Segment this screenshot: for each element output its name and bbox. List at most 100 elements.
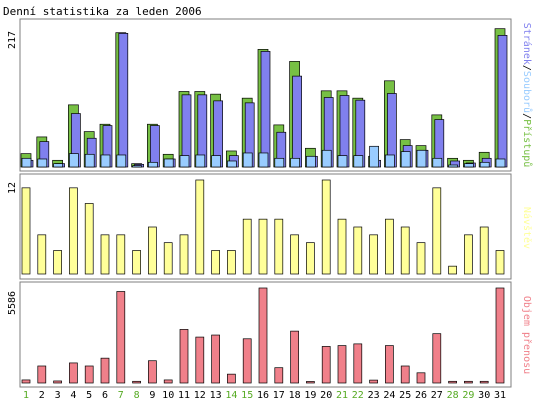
bar-visits-day-2: [37, 234, 47, 275]
bar-volume-day-19: [306, 381, 315, 384]
bar-volume-day-12: [195, 336, 205, 384]
bar-pages-day-7: [118, 33, 129, 168]
bar-pages-day-31: [497, 35, 508, 168]
bar-volume-day-2: [37, 365, 47, 384]
bar-visits-day-1: [21, 187, 31, 275]
day-label-2: 2: [39, 390, 45, 401]
bar-files-day-30: [479, 161, 490, 168]
volume-legend: Objem přenosu: [521, 296, 533, 374]
day-label-3: 3: [55, 390, 61, 401]
bar-visits-day-7: [116, 234, 126, 275]
bar-files-day-18: [290, 157, 300, 168]
day-label-20: 20: [320, 390, 332, 401]
bar-files-day-6: [100, 154, 111, 168]
bar-volume-day-14: [227, 373, 236, 384]
bar-files-day-27: [432, 157, 443, 168]
bar-visits-day-21: [337, 218, 347, 275]
bar-volume-day-6: [100, 357, 110, 384]
day-label-10: 10: [162, 390, 174, 401]
bar-visits-day-24: [385, 218, 394, 275]
bar-visits-day-30: [479, 226, 489, 275]
bar-files-day-1: [21, 157, 32, 168]
day-label-5: 5: [86, 390, 92, 401]
day-label-31: 31: [494, 390, 506, 401]
bar-files-day-19: [306, 155, 316, 168]
bar-pages-day-18: [292, 75, 302, 168]
day-label-18: 18: [289, 390, 301, 401]
legend-text-0: Stránek/Souborů/Přístupů: [521, 23, 533, 168]
bar-visits-day-3: [53, 250, 62, 275]
bar-visits-day-17: [274, 218, 284, 275]
day-label-1: 1: [23, 390, 29, 401]
bar-visits-day-13: [211, 250, 220, 275]
day-label-29: 29: [462, 390, 474, 401]
bar-files-day-29: [464, 163, 474, 168]
bar-visits-day-19: [306, 242, 315, 275]
bar-files-day-22: [353, 155, 364, 168]
bar-volume-day-17: [274, 367, 284, 384]
bar-volume-day-24: [385, 345, 394, 384]
bar-volume-day-13: [211, 334, 220, 384]
bar-volume-day-27: [432, 333, 442, 384]
hits-panel: 217 Stránek/Souborů/Přístupů: [7, 18, 533, 172]
bar-files-day-12: [195, 154, 206, 168]
bar-visits-day-6: [100, 234, 110, 275]
bar-files-day-21: [337, 155, 348, 168]
visits-bars: [21, 179, 505, 275]
bar-files-day-17: [274, 157, 285, 168]
bar-pages-day-16: [260, 51, 271, 168]
bar-visits-day-18: [290, 234, 299, 275]
bar-visits-day-31: [495, 250, 505, 275]
day-label-27: 27: [431, 390, 443, 401]
day-label-13: 13: [210, 390, 222, 401]
legend-part-2-0: Objem přenosu: [521, 296, 533, 374]
bar-files-day-25: [400, 151, 411, 168]
bar-volume-day-5: [84, 365, 94, 384]
bar-files-day-13: [211, 155, 221, 168]
volume-bars: [21, 287, 505, 384]
volume-panel: 5586 Objem přenosu: [7, 281, 533, 388]
day-label-30: 30: [478, 390, 490, 401]
bar-visits-day-9: [148, 226, 157, 275]
bar-visits-day-25: [400, 226, 410, 275]
bar-files-day-7: [116, 154, 127, 168]
bar-files-day-10: [163, 158, 174, 168]
bar-visits-day-12: [195, 179, 205, 275]
day-label-16: 16: [257, 390, 269, 401]
legend-text-2: Objem přenosu: [521, 296, 533, 374]
bar-visits-day-15: [242, 218, 252, 275]
day-label-12: 12: [194, 390, 206, 401]
visits-panel: 12 Návštěv: [7, 173, 533, 280]
day-label-6: 6: [102, 390, 108, 401]
day-label-24: 24: [383, 390, 395, 401]
day-label-26: 26: [415, 390, 427, 401]
day-label-25: 25: [399, 390, 411, 401]
day-axis-labels: 1 2 3 4 5 6 7 8 9 10 11 12 13 14 15 16 17 18 19 20 21 22 23 24 2…: [23, 390, 506, 401]
bar-volume-day-1: [21, 379, 31, 384]
bar-visits-day-10: [163, 242, 173, 275]
volume-ymax-label: 5586: [7, 291, 18, 315]
bar-volume-day-8: [132, 380, 141, 384]
bar-volume-day-11: [179, 329, 189, 384]
bar-visits-day-22: [353, 226, 363, 275]
bar-files-day-24: [385, 154, 395, 168]
bar-files-day-2: [37, 158, 48, 168]
legend-part-0-3: /: [521, 113, 532, 119]
bar-pages-day-9: [150, 125, 160, 168]
bar-files-day-3: [53, 163, 63, 168]
day-label-22: 22: [352, 390, 364, 401]
bar-volume-day-28: [448, 380, 457, 384]
day-label-23: 23: [368, 390, 380, 401]
bar-volume-day-7: [116, 291, 126, 384]
bar-visits-day-11: [179, 234, 189, 275]
bar-files-day-5: [84, 153, 95, 168]
bar-visits-day-8: [132, 250, 141, 275]
bar-visits-day-14: [227, 250, 236, 275]
bar-volume-day-9: [148, 360, 157, 384]
bar-visits-day-23: [369, 234, 378, 275]
visits-panel-frame: [19, 173, 512, 280]
bar-visits-day-27: [432, 187, 442, 275]
bar-files-day-31: [495, 158, 506, 168]
day-label-11: 11: [178, 390, 190, 401]
